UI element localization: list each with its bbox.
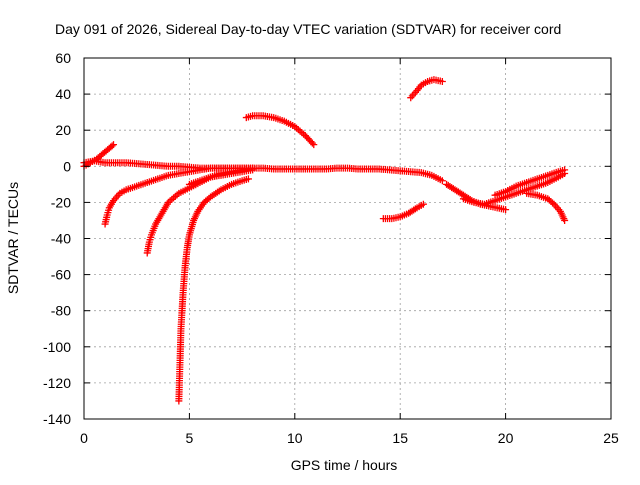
y-tick-label: -60 <box>51 267 71 283</box>
data-point <box>244 175 252 183</box>
y-tick-label: -80 <box>51 303 71 319</box>
y-tick-label: 40 <box>55 86 71 102</box>
series-arc-8h <box>242 112 318 149</box>
series-dip-4_5h <box>175 175 252 405</box>
x-tick-label: 25 <box>603 430 619 446</box>
chart-title: Day 091 of 2026, Sidereal Day-to-day VTE… <box>55 21 561 37</box>
data-point <box>438 77 446 85</box>
data-point <box>249 166 257 174</box>
series-band-18_23h-mid <box>459 170 569 208</box>
data-point <box>561 166 569 174</box>
x-tick-label: 0 <box>80 430 88 446</box>
series-early-spike <box>80 141 118 170</box>
x-tick-label: 20 <box>498 430 514 446</box>
x-tick-label: 10 <box>287 430 303 446</box>
x-tick-label: 5 <box>186 430 194 446</box>
data-point <box>110 141 118 149</box>
data-point <box>108 142 116 150</box>
data-point <box>549 199 557 207</box>
x-tick-label: 15 <box>392 430 408 446</box>
plot-frame <box>83 57 612 420</box>
y-tick-label: 60 <box>55 50 71 66</box>
series-arc-16h <box>407 76 446 102</box>
data-point <box>561 216 569 224</box>
series-band-18_23h-high <box>491 166 569 199</box>
y-tick-label: -40 <box>51 231 71 247</box>
tick-layer: -140 -120 -100 -80 -60 -40 -20 0 20 40 60 0 5 10 15 20 2… <box>43 50 619 446</box>
y-axis-label: SDTVAR / TECUs <box>5 182 21 294</box>
y-tick-label: -20 <box>51 194 71 210</box>
data-point <box>419 200 427 208</box>
data-point <box>438 177 446 185</box>
points-layer <box>80 76 569 405</box>
y-tick-label: 20 <box>55 122 71 138</box>
x-axis-label: GPS time / hours <box>291 457 398 473</box>
y-tick-label: 0 <box>63 158 71 174</box>
series-dip-1h <box>101 164 257 228</box>
data-point <box>502 206 510 214</box>
y-tick-label: -140 <box>43 411 71 427</box>
grid-layer <box>84 58 611 419</box>
series-dip-4_5h-upper <box>185 166 257 188</box>
data-point <box>310 141 318 149</box>
series-tail-21_23h <box>523 189 569 224</box>
series-dip-14h <box>379 200 427 223</box>
series-main-band <box>80 157 446 185</box>
data-point <box>308 139 316 147</box>
y-tick-label: -120 <box>43 375 71 391</box>
y-tick-label: -100 <box>43 339 71 355</box>
